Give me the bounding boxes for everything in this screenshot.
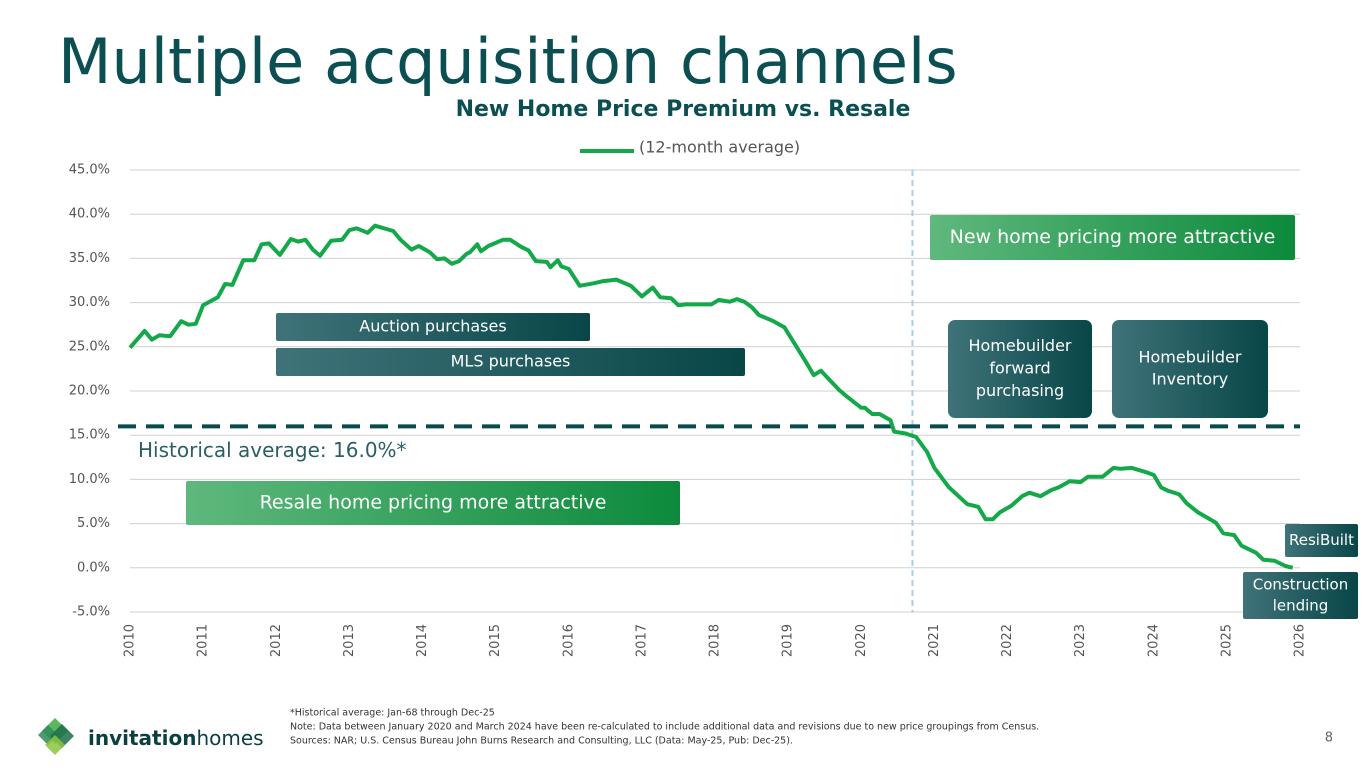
annotation-text: Resale home pricing more attractive [260, 492, 607, 514]
legend-label: (12-month average) [639, 138, 800, 157]
annotation-text: Auction purchases [359, 317, 506, 336]
annotation-text: MLS purchases [451, 352, 571, 371]
y-tick-label: -5.0% [72, 605, 110, 620]
x-tick-label: 2023 [1073, 624, 1088, 657]
reference-label: Historical average: 16.0%* [138, 438, 407, 462]
footnote: *Historical average: Jan-68 through Dec-… [290, 708, 495, 719]
annotation-text: Homebuilder [968, 336, 1071, 355]
annotation-box [276, 348, 745, 376]
x-tick-label: 2010 [123, 624, 138, 657]
logo-second: homes [196, 726, 263, 750]
annotation-text: Construction [1253, 576, 1349, 594]
x-tick-label: 2026 [1293, 624, 1308, 657]
x-tick-label: 2024 [1146, 624, 1161, 657]
x-tick-label: 2014 [415, 624, 430, 657]
chart-title: New Home Price Premium vs. Resale [456, 97, 911, 122]
slide-title: Multiple acquisition channels [58, 25, 958, 98]
y-tick-label: 0.0% [77, 560, 110, 575]
y-tick-label: 5.0% [77, 516, 110, 531]
y-tick-label: 45.0% [69, 163, 110, 178]
y-tick-label: 10.0% [69, 472, 110, 487]
annotation-box [1243, 572, 1358, 619]
y-tick-label: 20.0% [69, 384, 110, 399]
y-tick-label: 25.0% [69, 339, 110, 354]
annotation-text: purchasing [976, 381, 1064, 400]
footnote: Note: Data between January 2020 and Marc… [290, 722, 1039, 733]
annotation-text: Homebuilder [1138, 347, 1241, 366]
annotation-box [948, 320, 1092, 418]
annotation-text: lending [1273, 597, 1329, 615]
page-number: 8 [1325, 731, 1333, 746]
x-tick-label: 2016 [561, 624, 576, 657]
annotation-box [186, 481, 680, 525]
x-tick-label: 2021 [927, 624, 942, 657]
x-tick-label: 2018 [708, 624, 723, 657]
data-line [128, 223, 1294, 570]
annotation-box [1112, 320, 1268, 418]
annotation-box [276, 313, 590, 341]
annotation-text: Inventory [1152, 370, 1228, 389]
logo: invitationhomes [38, 718, 264, 755]
footnote: Sources: NAR; U.S. Census Bureau John Bu… [290, 736, 793, 747]
x-tick-label: 2015 [488, 624, 503, 657]
x-tick-label: 2012 [269, 624, 284, 657]
y-tick-label: 15.0% [69, 428, 110, 443]
annotation-text: ResiBuilt [1289, 531, 1354, 549]
x-tick-label: 2020 [854, 624, 869, 657]
x-tick-label: 2017 [634, 624, 649, 657]
annotation-text: New home pricing more attractive [950, 226, 1276, 248]
y-tick-label: 35.0% [69, 251, 110, 266]
x-tick-label: 2013 [342, 624, 357, 657]
x-tick-label: 2019 [781, 624, 796, 657]
logo-first: invitation [88, 726, 196, 750]
annotation-box [1285, 524, 1358, 557]
logo-text: invitationhomes [88, 726, 264, 750]
y-tick-label: 30.0% [69, 295, 110, 310]
annotation-box [930, 215, 1295, 260]
x-tick-label: 2022 [1000, 624, 1015, 657]
y-tick-label: 40.0% [69, 207, 110, 222]
annotation-text: forward [989, 359, 1050, 378]
x-tick-label: 2025 [1219, 624, 1234, 657]
x-tick-label: 2011 [196, 624, 211, 657]
